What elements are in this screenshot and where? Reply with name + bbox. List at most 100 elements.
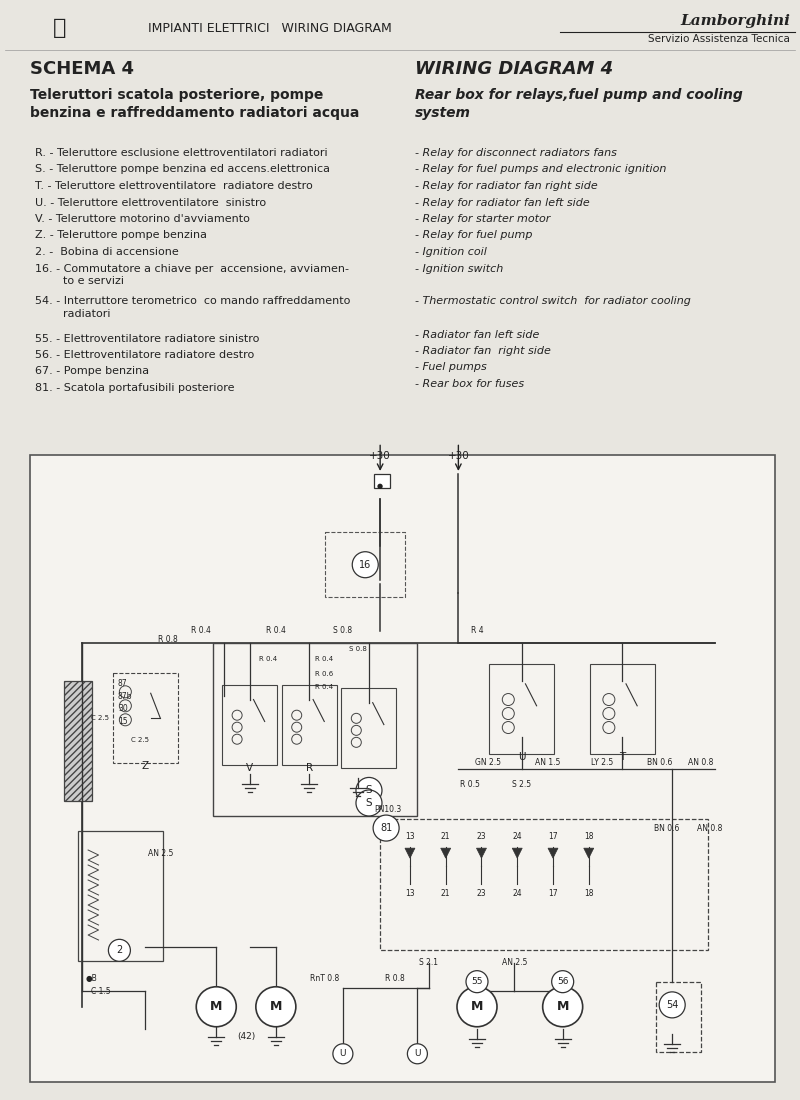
Text: AN 0.8: AN 0.8 — [688, 758, 713, 767]
Text: (42): (42) — [237, 1032, 255, 1041]
Text: IMPIANTI ELETTRICI   WIRING DIAGRAM: IMPIANTI ELETTRICI WIRING DIAGRAM — [148, 22, 392, 35]
Bar — [30, 455, 775, 1082]
Text: U: U — [414, 1049, 421, 1058]
Text: R 0.4: R 0.4 — [315, 684, 334, 690]
Text: V. - Teleruttore motorino d'avviamento: V. - Teleruttore motorino d'avviamento — [35, 214, 250, 224]
Text: R 0.8: R 0.8 — [385, 974, 405, 983]
Text: 23: 23 — [477, 832, 486, 840]
Text: R 0.4: R 0.4 — [191, 626, 211, 635]
Text: C 2.5: C 2.5 — [131, 737, 150, 744]
Text: T. - Teleruttore elettroventilatore  radiatore destro: T. - Teleruttore elettroventilatore radi… — [35, 182, 313, 191]
Text: 17: 17 — [548, 832, 558, 840]
Text: U: U — [340, 1049, 346, 1058]
Text: PN10.3: PN10.3 — [374, 805, 402, 814]
Text: LY 2.5: LY 2.5 — [591, 758, 614, 767]
Text: R 0.8: R 0.8 — [158, 636, 178, 645]
Text: Teleruttori scatola posteriore, pompe
benzina e raffreddamento radiatori acqua: Teleruttori scatola posteriore, pompe be… — [30, 88, 359, 120]
Text: Z. - Teleruttore pompe benzina: Z. - Teleruttore pompe benzina — [35, 231, 207, 241]
Text: 56: 56 — [557, 977, 569, 987]
Circle shape — [196, 987, 236, 1026]
Text: M: M — [270, 1000, 282, 1013]
Text: R 4: R 4 — [470, 626, 483, 635]
Text: 17: 17 — [548, 890, 558, 899]
Bar — [590, 664, 654, 754]
Text: +30: +30 — [447, 451, 470, 461]
Text: U. - Teleruttore elettroventilatore  sinistro: U. - Teleruttore elettroventilatore sini… — [35, 198, 266, 208]
Circle shape — [373, 815, 399, 842]
Text: ●: ● — [377, 483, 383, 490]
Text: 13: 13 — [405, 890, 414, 899]
Text: S 0.8: S 0.8 — [334, 626, 353, 635]
Text: AN 2.5: AN 2.5 — [148, 848, 173, 858]
Circle shape — [457, 987, 497, 1026]
Text: 81. - Scatola portafusibili posteriore: 81. - Scatola portafusibili posteriore — [35, 383, 234, 393]
Text: 30: 30 — [118, 704, 128, 714]
Text: S. - Teleruttore pompe benzina ed accens.elettronica: S. - Teleruttore pompe benzina ed accens… — [35, 165, 330, 175]
Text: - Radiator fan  right side: - Radiator fan right side — [415, 346, 551, 356]
Text: 2. -  Bobina di accensione: 2. - Bobina di accensione — [35, 248, 178, 257]
Circle shape — [466, 970, 488, 992]
Text: BN 0.6: BN 0.6 — [654, 824, 680, 833]
Text: S: S — [366, 798, 372, 808]
Bar — [113, 673, 178, 763]
Text: - Relay for fuel pump: - Relay for fuel pump — [415, 231, 533, 241]
Circle shape — [108, 939, 130, 961]
Text: - Rear box for fuses: - Rear box for fuses — [415, 379, 524, 389]
Text: R 0.4: R 0.4 — [266, 626, 286, 635]
Text: - Relay for fuel pumps and electronic ignition: - Relay for fuel pumps and electronic ig… — [415, 165, 666, 175]
Text: R. - Teleruttore esclusione elettroventilatori radiatori: R. - Teleruttore esclusione elettroventi… — [35, 148, 328, 158]
Text: - Relay for disconnect radiators fans: - Relay for disconnect radiators fans — [415, 148, 617, 158]
Text: R 0.4: R 0.4 — [315, 656, 334, 662]
Text: 18: 18 — [584, 832, 594, 840]
Text: +30: +30 — [370, 451, 391, 461]
Text: 13: 13 — [405, 832, 414, 840]
Text: R 0.6: R 0.6 — [315, 671, 334, 678]
Text: M: M — [471, 1000, 483, 1013]
Text: R: R — [306, 762, 313, 772]
Text: WIRING DIAGRAM 4: WIRING DIAGRAM 4 — [415, 60, 613, 78]
Circle shape — [542, 987, 582, 1026]
Bar — [374, 474, 390, 487]
Bar — [490, 664, 554, 754]
Circle shape — [407, 1044, 427, 1064]
Circle shape — [356, 778, 382, 803]
Text: Z: Z — [142, 761, 149, 771]
Text: C 2.5: C 2.5 — [91, 715, 109, 722]
Text: 55. - Elettroventilatore radiatore sinistro: 55. - Elettroventilatore radiatore sinis… — [35, 333, 259, 343]
Text: C 1.5: C 1.5 — [91, 987, 110, 996]
Text: AN 0.8: AN 0.8 — [698, 824, 723, 833]
Bar — [342, 688, 397, 768]
Circle shape — [552, 970, 574, 992]
Text: 23: 23 — [477, 890, 486, 899]
Text: 🐂: 🐂 — [54, 18, 66, 38]
Text: Servizio Assistenza Tecnica: Servizio Assistenza Tecnica — [648, 34, 790, 44]
Circle shape — [659, 992, 685, 1018]
Text: R 0.5: R 0.5 — [460, 780, 479, 789]
Text: 16: 16 — [359, 560, 371, 570]
Text: T: T — [619, 752, 626, 762]
Text: ●B: ●B — [86, 974, 98, 983]
Text: - Relay for radiator fan left side: - Relay for radiator fan left side — [415, 198, 590, 208]
Bar — [326, 532, 406, 597]
Text: 54. - Interruttore terometrico  co mando raffreddamento
        radiatori: 54. - Interruttore terometrico co mando … — [35, 297, 350, 319]
Text: 87b: 87b — [118, 692, 133, 701]
Bar — [63, 681, 91, 801]
Text: GN 2.5: GN 2.5 — [475, 758, 501, 767]
Polygon shape — [477, 848, 486, 858]
Bar — [282, 684, 337, 764]
Polygon shape — [548, 848, 558, 858]
Text: 15: 15 — [118, 717, 127, 726]
Text: Lamborghini: Lamborghini — [680, 14, 790, 28]
Circle shape — [256, 987, 296, 1026]
Circle shape — [356, 790, 382, 816]
Text: RnT 0.8: RnT 0.8 — [310, 974, 339, 983]
Text: - Fuel pumps: - Fuel pumps — [415, 363, 486, 373]
Text: 67. - Pompe benzina: 67. - Pompe benzina — [35, 366, 149, 376]
Text: - Relay for radiator fan right side: - Relay for radiator fan right side — [415, 182, 598, 191]
Bar — [380, 818, 708, 950]
Text: 2: 2 — [116, 945, 122, 955]
Polygon shape — [441, 848, 450, 858]
Polygon shape — [584, 848, 594, 858]
Text: - Ignition coil: - Ignition coil — [415, 248, 487, 257]
Text: 54: 54 — [666, 1000, 678, 1010]
